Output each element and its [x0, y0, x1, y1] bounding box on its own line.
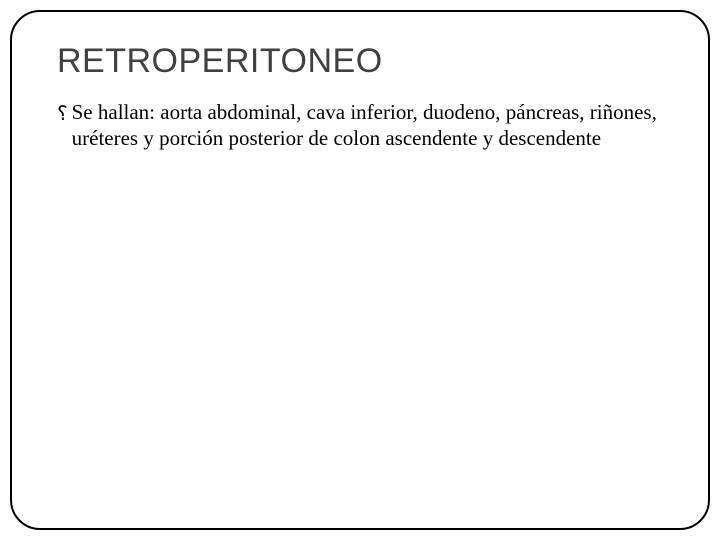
bullet-item: ⸮ Se hallan: aorta abdominal, cava infer…: [57, 99, 663, 152]
slide-frame: RETROPERITONEO ⸮ Se hallan: aorta abdomi…: [10, 10, 710, 530]
slide-title: RETROPERITONEO: [57, 42, 663, 81]
bullet-text: Se hallan: aorta abdominal, cava inferio…: [72, 99, 663, 152]
bullet-icon: ⸮: [57, 101, 68, 126]
